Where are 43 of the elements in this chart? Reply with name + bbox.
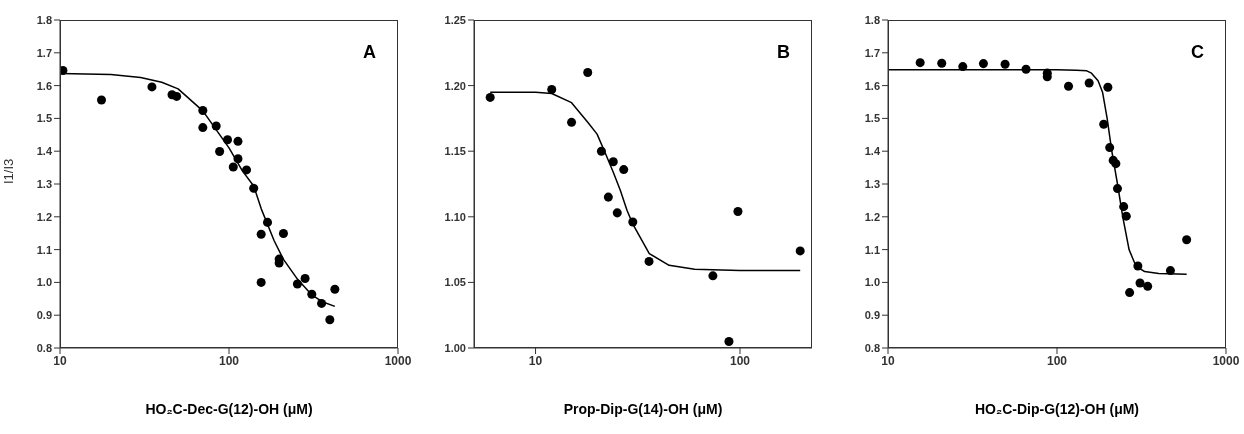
x-axis-title: HO₂C-Dec-G(12)-OH (μM) xyxy=(145,401,313,417)
y-tick-label: 1.20 xyxy=(444,79,466,92)
x-axis-title: HO₂C-Dip-G(12)-OH (μM) xyxy=(974,401,1140,417)
y-tick-label: 1.1 xyxy=(36,243,52,256)
y-tick-label: 1.0 xyxy=(864,276,880,289)
y-tick-label: 1.05 xyxy=(444,276,466,289)
y-tick-label: 0.8 xyxy=(36,341,52,354)
y-tick-label: 1.2 xyxy=(36,210,52,223)
y-tick-label: 1.5 xyxy=(36,112,52,125)
y-tick-label: 1.5 xyxy=(864,112,880,125)
y-tick-label: 1.1 xyxy=(864,243,880,256)
y-tick-label: 1.3 xyxy=(864,177,880,190)
y-tick-label: 1.4 xyxy=(36,145,53,158)
x-axis-title: Prop-Dip-G(14)-OH (μM) xyxy=(563,401,723,417)
y-tick-label: 1.8 xyxy=(864,13,880,26)
y-tick-label: 1.00 xyxy=(444,341,466,354)
x-tick-label: 10 xyxy=(528,353,543,368)
y-tick-label: 1.10 xyxy=(444,210,466,223)
y-tick-label: 1.6 xyxy=(864,79,880,92)
annotation: B xyxy=(777,42,790,63)
y-tick-label: 1.7 xyxy=(864,46,880,59)
y-tick-label: 0.9 xyxy=(36,309,52,322)
y-tick-label: 1.6 xyxy=(36,79,52,92)
x-tick-label: 100 xyxy=(729,353,751,368)
y-tick-label: 1.25 xyxy=(444,13,466,26)
y-tick-label: 1.4 xyxy=(864,145,881,158)
y-tick-label: 1.8 xyxy=(36,13,52,26)
y-tick-label: 0.8 xyxy=(864,341,880,354)
x-tick-label: 100 xyxy=(218,353,240,368)
y-axis-title: I1/I3 xyxy=(0,158,16,184)
x-tick-label: 10 xyxy=(881,353,895,368)
y-tick-label: 0.9 xyxy=(864,309,880,322)
x-tick-label: 10 xyxy=(53,353,67,368)
y-tick-label: 1.2 xyxy=(864,210,880,223)
x-tick-label: 1000 xyxy=(1212,353,1240,368)
y-tick-label: 1.3 xyxy=(36,177,52,190)
annotation: A xyxy=(363,42,376,63)
annotation: C xyxy=(1191,42,1204,63)
y-tick-label: 1.7 xyxy=(36,46,52,59)
y-tick-label: 1.15 xyxy=(444,145,466,158)
y-tick-label: 1.0 xyxy=(36,276,52,289)
x-tick-label: 1000 xyxy=(384,353,412,368)
x-tick-label: 100 xyxy=(1046,353,1068,368)
